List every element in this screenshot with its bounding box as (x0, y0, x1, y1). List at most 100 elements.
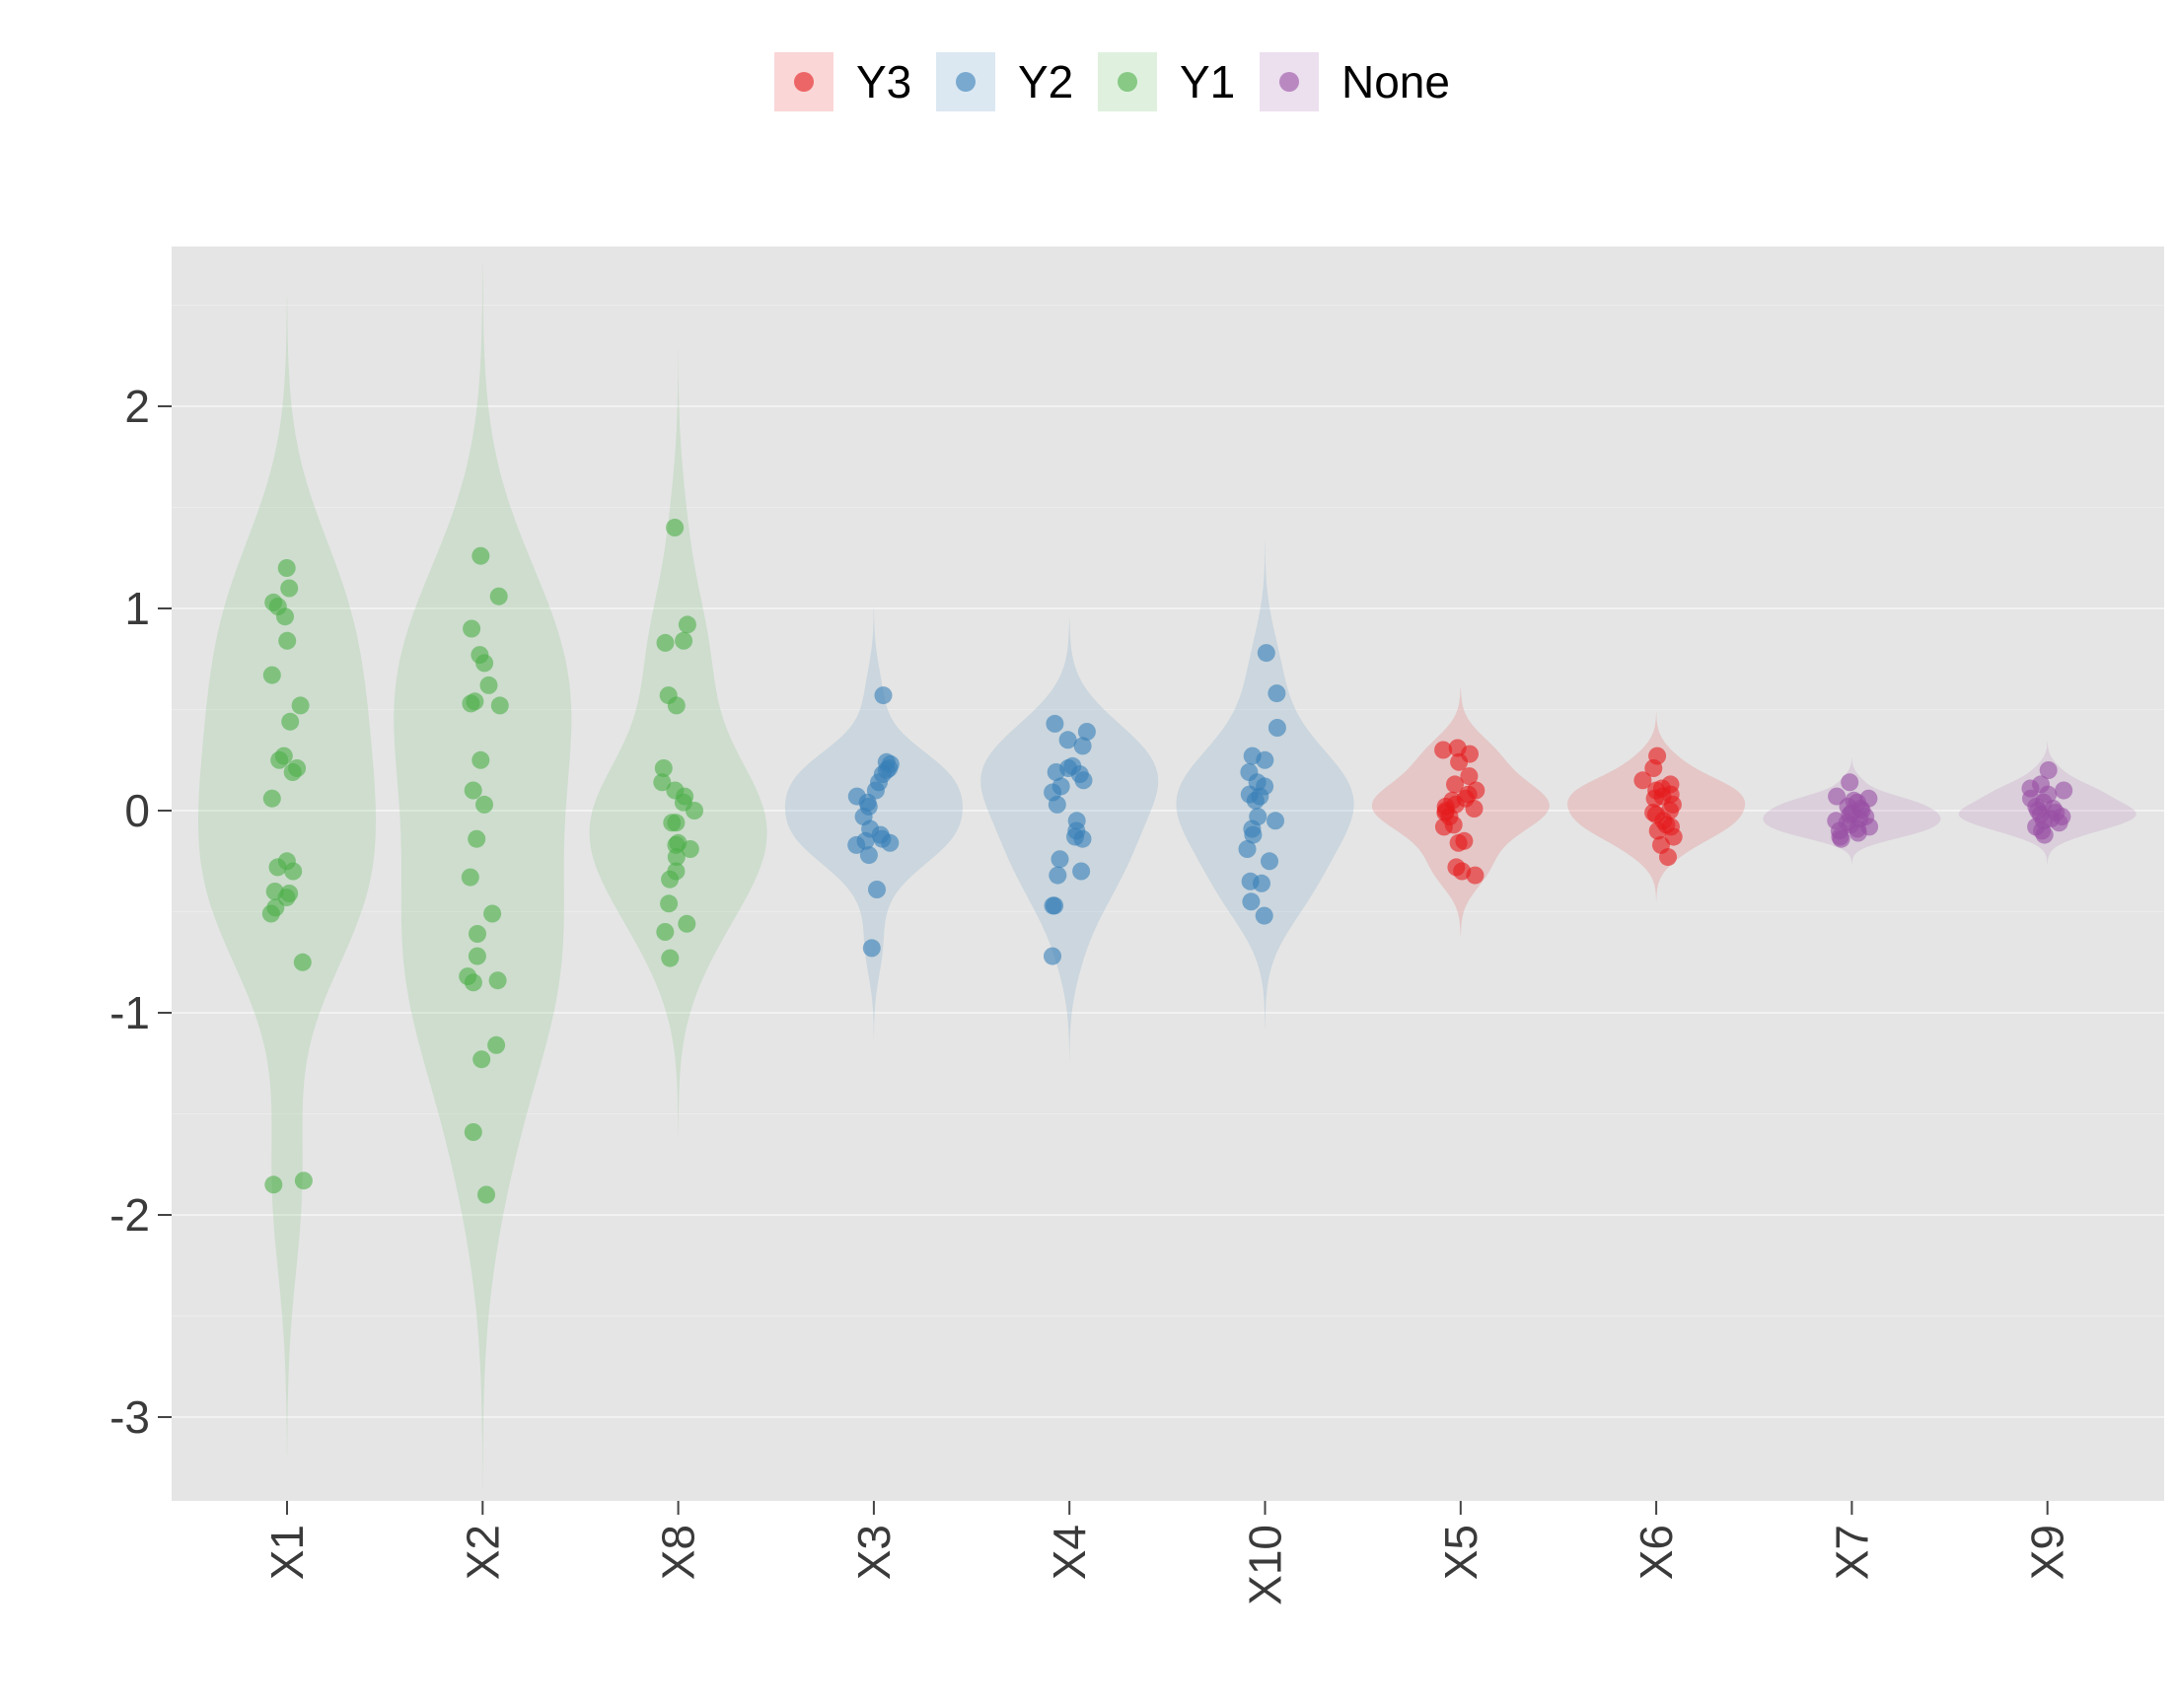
legend-label: Y1 (1180, 56, 1235, 107)
data-point-x5 (1449, 833, 1468, 852)
data-point-x2 (490, 696, 509, 715)
data-point-x2 (471, 546, 490, 565)
gridlines (172, 305, 2164, 1418)
data-point-x2 (475, 654, 494, 673)
data-point-x4 (1077, 723, 1096, 741)
data-point-x2 (468, 829, 486, 848)
data-point-x1 (264, 1175, 283, 1194)
x-tick-label: X5 (1435, 1525, 1486, 1580)
data-point-x10 (1268, 684, 1286, 703)
data-point-x10 (1256, 750, 1274, 769)
data-point-x7 (1841, 773, 1859, 792)
data-point-x10 (1257, 644, 1275, 663)
data-point-x2 (468, 947, 486, 965)
data-point-x6 (1664, 827, 1683, 846)
data-point-x8 (656, 923, 675, 941)
data-point-x3 (868, 881, 886, 898)
data-point-x6 (1648, 821, 1667, 840)
data-point-x1 (294, 1172, 313, 1190)
data-point-x10 (1268, 719, 1286, 737)
data-point-x10 (1253, 874, 1270, 892)
legend-key-dot (956, 72, 976, 92)
legend-item-none: None (1258, 50, 1450, 113)
data-point-x5 (1460, 767, 1479, 786)
x-tick-label: X4 (1044, 1525, 1095, 1580)
data-point-x1 (283, 763, 302, 781)
data-point-x1 (262, 666, 281, 684)
data-point-x8 (686, 802, 703, 819)
data-point-x2 (461, 868, 479, 887)
x-tick-label: X3 (848, 1525, 900, 1580)
data-point-x7 (1848, 823, 1867, 842)
violin-x8 (589, 350, 767, 1136)
data-point-x9 (2035, 825, 2054, 844)
data-point-x8 (681, 840, 699, 858)
x-tick-label: X7 (1826, 1525, 1877, 1580)
points-layer (261, 519, 2073, 1204)
data-point-x9 (2039, 761, 2058, 779)
legend: Y3 Y2 Y1 None (772, 50, 1450, 113)
legend-label: Y3 (856, 56, 911, 107)
data-point-x4 (1047, 763, 1065, 781)
x-tick-label: X9 (2022, 1525, 2073, 1580)
data-point-x4 (1073, 737, 1092, 755)
legend-label: None (1341, 56, 1450, 107)
legend-key-dot (794, 72, 814, 92)
x-tick-label: X10 (1240, 1525, 1291, 1605)
data-point-x6 (1633, 771, 1652, 790)
data-point-x10 (1267, 812, 1284, 830)
data-point-x4 (1049, 866, 1067, 885)
data-point-x8 (654, 759, 673, 777)
y-tick-label: -3 (109, 1391, 150, 1443)
data-point-x8 (661, 870, 680, 889)
data-point-x2 (488, 971, 507, 990)
data-point-x8 (678, 914, 696, 933)
data-point-x8 (653, 773, 672, 792)
data-point-x4 (1072, 862, 1091, 881)
data-point-x1 (281, 712, 300, 731)
x-tick-label: X6 (1630, 1525, 1682, 1580)
data-point-x5 (1434, 818, 1453, 836)
legend-key-dot (1118, 72, 1137, 92)
data-point-x4 (1051, 850, 1069, 869)
data-point-x1 (293, 953, 312, 971)
data-point-x2 (464, 973, 482, 992)
y-tick-label: 2 (124, 381, 150, 432)
plot-panel (172, 247, 2164, 1501)
data-point-x3 (874, 686, 893, 705)
legend-item-y2: Y2 (934, 50, 1073, 113)
data-point-x4 (1046, 896, 1064, 915)
data-point-x2 (472, 1050, 491, 1069)
data-point-x2 (483, 904, 502, 923)
data-point-x1 (284, 862, 303, 881)
data-point-x6 (1645, 789, 1664, 808)
data-point-x1 (278, 631, 297, 650)
data-point-x7 (1832, 829, 1850, 848)
data-point-x3 (859, 846, 878, 865)
data-point-x5 (1434, 741, 1453, 759)
data-point-x9 (2050, 814, 2068, 832)
data-point-x2 (489, 587, 508, 605)
y-tick-label: 1 (124, 583, 150, 634)
legend-label: Y2 (1018, 56, 1073, 107)
data-point-x2 (471, 750, 490, 769)
data-point-x1 (280, 579, 299, 598)
data-point-x2 (464, 1123, 482, 1141)
data-point-x10 (1244, 825, 1263, 844)
y-tick-label: 0 (124, 785, 150, 836)
data-point-x5 (1446, 775, 1464, 794)
x-tick-label: X1 (261, 1525, 313, 1580)
x-tick-label: X8 (653, 1525, 704, 1580)
legend-key-dot (1279, 72, 1299, 92)
data-point-x1 (276, 607, 294, 626)
data-point-x8 (666, 519, 685, 536)
violin-x2 (394, 262, 572, 1489)
data-point-x4 (1044, 947, 1061, 965)
data-point-x8 (678, 615, 696, 634)
data-point-x4 (1048, 795, 1066, 814)
data-point-x3 (881, 833, 900, 852)
data-point-x1 (268, 858, 287, 877)
data-point-x8 (656, 633, 675, 652)
data-point-x8 (660, 894, 679, 913)
